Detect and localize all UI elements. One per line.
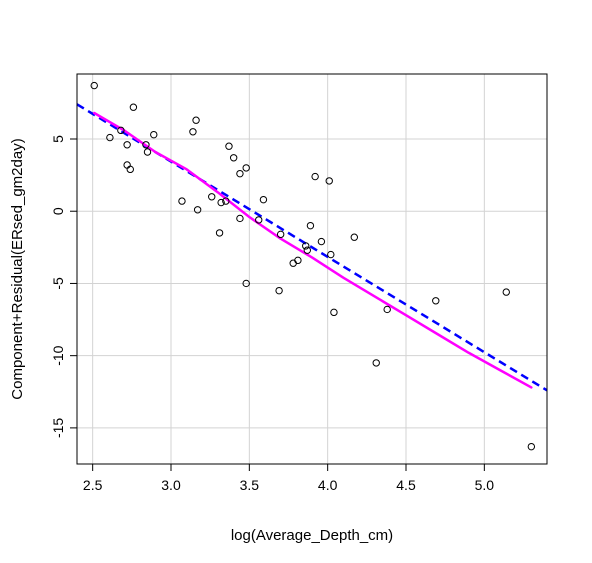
data-point: [311, 172, 319, 181]
x-tick-label: 4.5: [396, 477, 416, 493]
data-point: [306, 221, 315, 230]
data-point: [502, 288, 510, 296]
fit-lines: [76, 103, 548, 392]
smooth-fit-line: [92, 111, 533, 389]
data-point: [236, 214, 244, 223]
data-point: [117, 126, 125, 135]
data-point: [217, 198, 225, 207]
data-point: [317, 237, 326, 246]
data-point: [126, 165, 134, 174]
x-tick-label: 5.0: [475, 477, 495, 493]
axes: 2.5 3.0 3.5 4.0 4.5 5.0 -15 -10 -5 0 5: [50, 73, 548, 493]
data-point: [236, 169, 244, 178]
y-tick-label: -15: [50, 418, 66, 438]
data-point: [143, 148, 152, 156]
x-tick-label: 2.5: [83, 477, 103, 493]
data-point: [242, 164, 250, 172]
y-tick-label: -5: [50, 277, 66, 290]
data-point: [129, 103, 138, 111]
data-point: [327, 250, 335, 259]
data-point: [106, 133, 114, 142]
grid-lines: [77, 74, 547, 464]
data-point: [432, 297, 440, 305]
data-point: [225, 142, 233, 150]
x-tick-label: 4.0: [318, 477, 338, 493]
data-point: [289, 259, 297, 267]
data-point: [302, 242, 310, 250]
data-point: [123, 141, 131, 149]
data-point: [193, 206, 202, 214]
data-point: [303, 246, 311, 254]
data-point: [383, 305, 391, 314]
data-point: [229, 154, 238, 162]
data-point: [192, 116, 200, 124]
data-point: [325, 177, 333, 185]
y-tick-label: 0: [50, 207, 66, 215]
data-point: [255, 216, 263, 224]
data-point: [150, 130, 158, 139]
data-point: [215, 229, 224, 237]
data-point: [275, 286, 283, 295]
data-point: [123, 161, 131, 169]
x-axis-label: log(Average_Depth_cm): [231, 527, 393, 544]
data-point: [142, 141, 150, 149]
data-point: [372, 359, 380, 367]
data-point: [208, 193, 216, 201]
y-axis-label: Component+Residual(ERsed_gm2day): [9, 138, 26, 399]
plot-border: [76, 73, 548, 465]
data-points: [90, 81, 536, 451]
data-point: [330, 308, 338, 317]
data-point: [178, 197, 186, 205]
x-tick-label: 3.5: [240, 477, 260, 493]
data-point: [350, 233, 358, 241]
y-tick-label: -10: [50, 345, 66, 365]
data-point: [242, 279, 250, 288]
data-point: [259, 195, 268, 204]
data-point: [222, 197, 230, 205]
data-point: [276, 230, 285, 239]
x-tick-label: 3.0: [161, 477, 181, 493]
data-point: [189, 128, 197, 136]
data-point: [294, 256, 302, 265]
data-point: [527, 442, 536, 451]
y-tick-label: 5: [50, 135, 66, 143]
data-point: [90, 81, 98, 90]
